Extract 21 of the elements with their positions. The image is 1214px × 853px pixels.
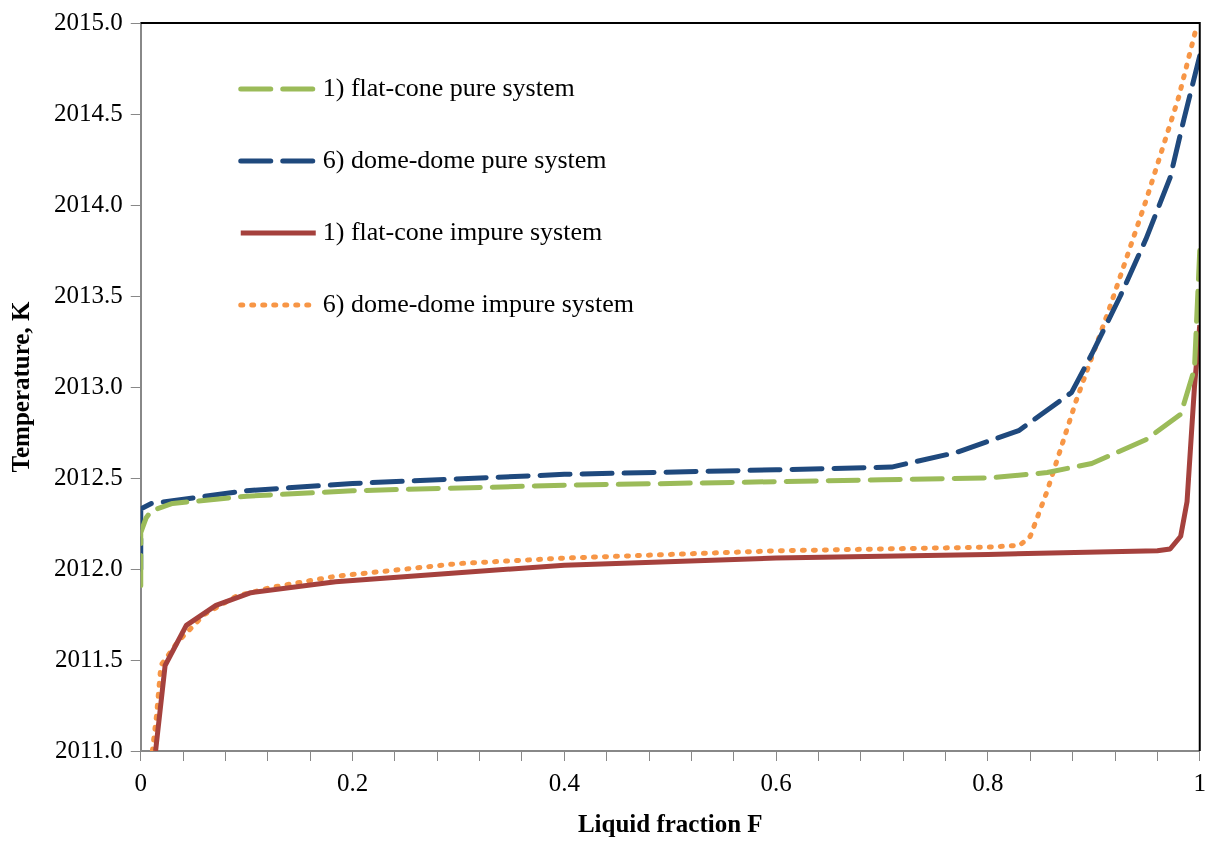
y-tick-label: 2014.0 [54,189,123,217]
y-tick-label: 2013.5 [54,280,123,308]
x-tick-label: 0 [134,768,147,796]
y-tick-label: 2011.0 [54,735,123,763]
x-tick-label: 0.8 [972,768,1004,796]
y-axis-title: Temperature, K [7,301,35,473]
y-tick-label: 2014.5 [54,98,123,126]
legend-label: 6) dome-dome impure system [322,288,634,318]
y-tick-label: 2012.0 [54,553,123,581]
y-tick-label: 2011.5 [54,644,123,672]
x-tick-label: 0.6 [760,768,792,796]
legend-label: 1) flat-cone pure system [322,72,575,102]
x-axis-title: Liquid fraction F [577,810,763,838]
x-tick-label: 0.2 [336,768,369,796]
legend-label: 6) dome-dome pure system [322,144,607,174]
legend-label: 1) flat-cone impure system [322,216,603,246]
x-tick-label: 1 [1193,768,1206,796]
x-tick-label: 0.4 [548,768,581,796]
y-tick-label: 2013.0 [54,371,123,399]
y-tick-label: 2015.0 [54,7,123,35]
y-tick-label: 2012.5 [54,462,123,490]
